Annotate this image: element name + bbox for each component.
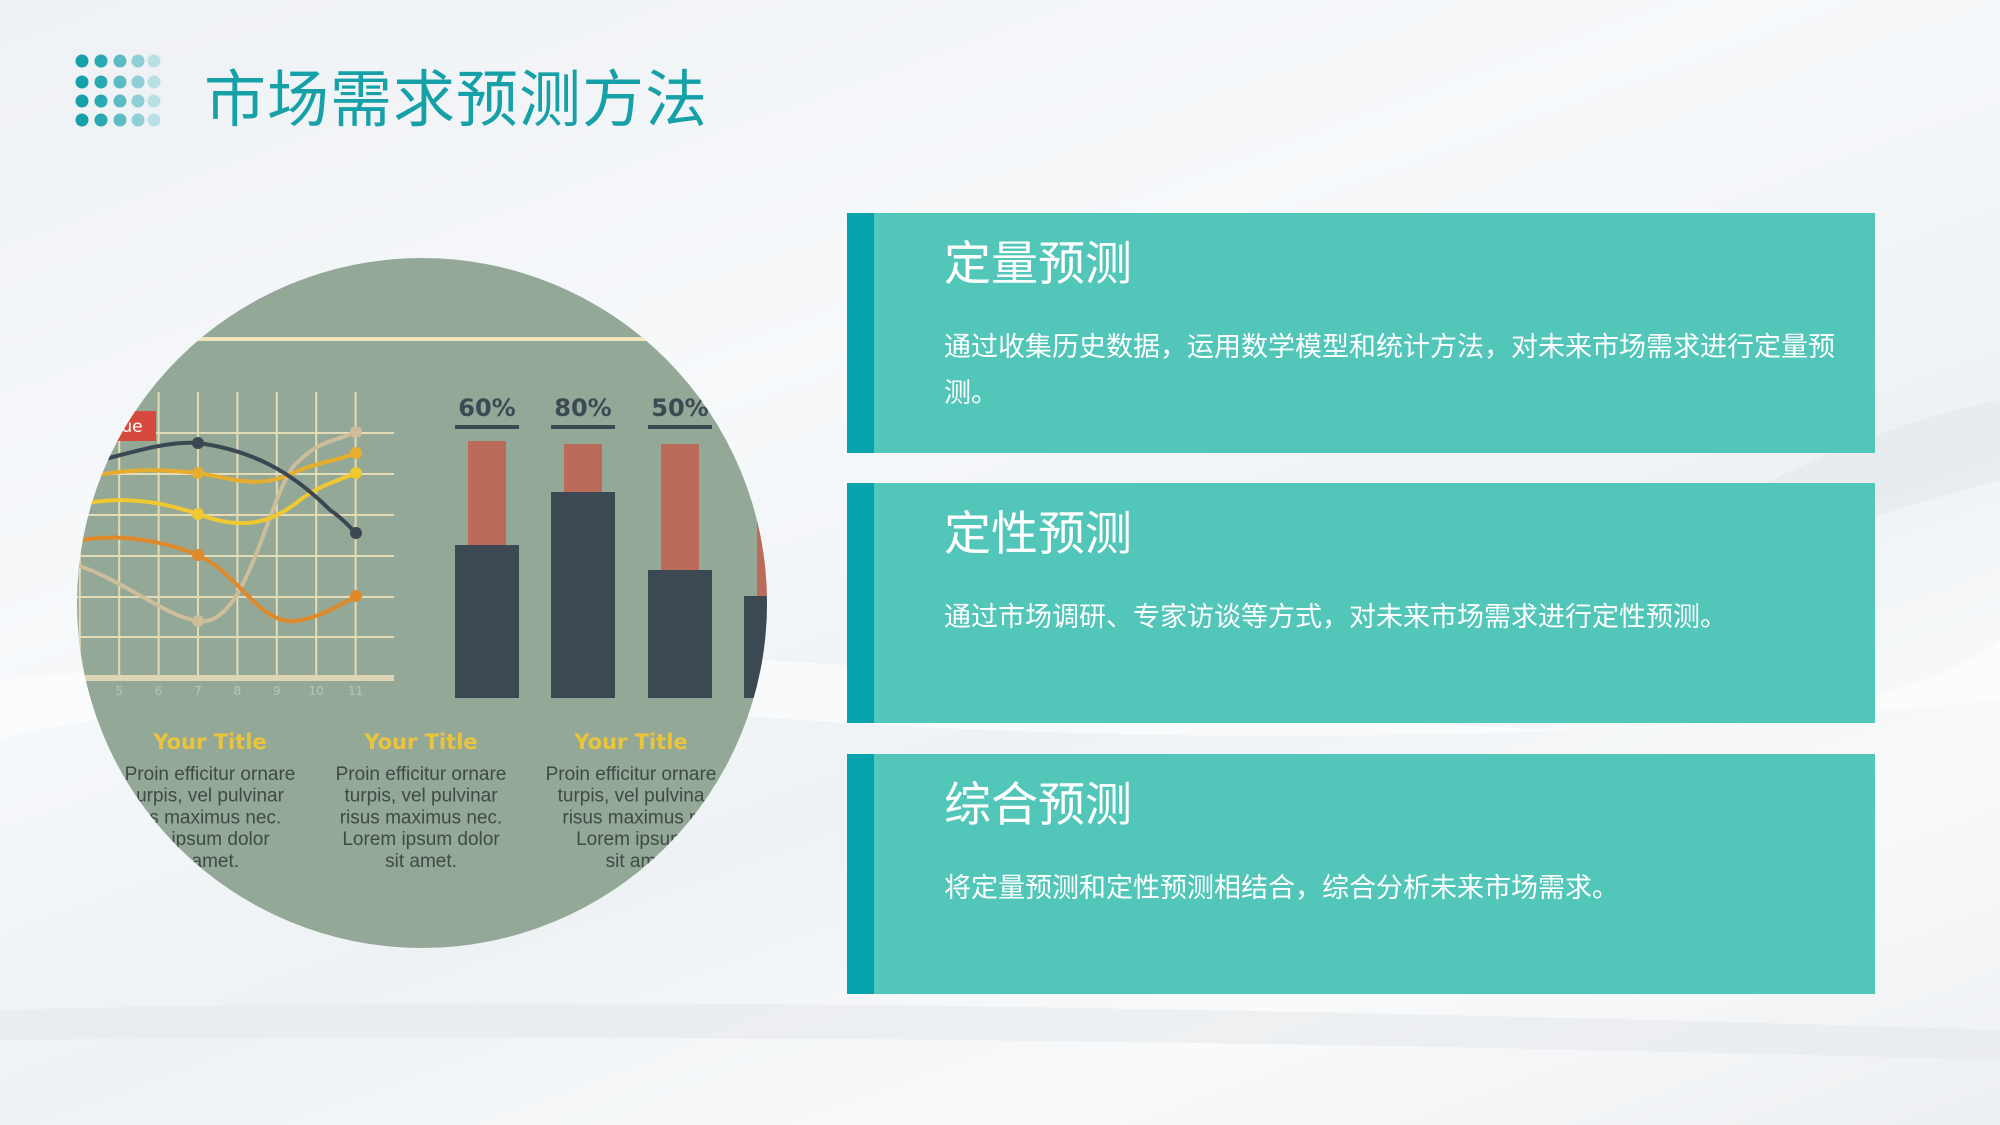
x-tick-label: 10 bbox=[309, 684, 324, 698]
dot bbox=[131, 94, 145, 108]
dot bbox=[94, 94, 108, 108]
bar-percent-label: 50% bbox=[651, 394, 708, 422]
column-text-line: risus maximus n bbox=[562, 807, 699, 828]
bar-percent-label: 60% bbox=[458, 394, 515, 422]
x-axis bbox=[77, 675, 394, 681]
column-text-line: turpis, vel pulvinar bbox=[344, 786, 498, 807]
dot bbox=[75, 94, 89, 108]
card-body: 通过市场调研、专家访谈等方式，对未来市场需求进行定性预测。 bbox=[944, 602, 1727, 633]
data-point bbox=[350, 467, 362, 479]
bar-top-segment bbox=[564, 444, 602, 492]
card-title: 定量预测 bbox=[944, 237, 1132, 292]
column-text-line: Lorem ipsum bbox=[576, 829, 686, 850]
card-qualitative: 定性预测 通过市场调研、专家访谈等方式，对未来市场需求进行定性预测。 bbox=[847, 483, 1875, 723]
x-tick-label: 11 bbox=[348, 684, 363, 698]
series-line bbox=[77, 440, 358, 535]
card-accent-strip bbox=[847, 483, 874, 723]
column-text-line: sit amet. bbox=[385, 851, 457, 872]
bar-percent-label: 80% bbox=[554, 394, 611, 422]
dot bbox=[113, 94, 127, 108]
bar-label-underline bbox=[455, 425, 519, 429]
card-title: 综合预测 bbox=[944, 778, 1132, 833]
dot bbox=[147, 75, 161, 89]
series-line bbox=[77, 535, 357, 624]
column-text-line: sit am bbox=[606, 851, 657, 872]
card-accent-strip bbox=[847, 213, 874, 453]
x-tick-label: 6 bbox=[155, 684, 163, 698]
card-body: 通过收集历史数据，运用数学模型和统计方法，对未来市场需求进行定量预测。 bbox=[944, 332, 1835, 409]
bar bbox=[455, 545, 519, 698]
card-quantitative: 定量预测 通过收集历史数据，运用数学模型和统计方法，对未来市场需求进行定量预测。 bbox=[847, 213, 1875, 453]
dot bbox=[75, 54, 89, 68]
dot bbox=[113, 113, 127, 127]
series-line bbox=[77, 471, 357, 526]
dot bbox=[113, 75, 127, 89]
column-text-line: urpis, vel pulvinar bbox=[136, 786, 285, 807]
bar bbox=[744, 596, 767, 698]
column-text-line: us maximus nec. bbox=[139, 807, 282, 828]
bar-top-segment bbox=[661, 444, 699, 570]
dot bbox=[94, 54, 108, 68]
card-combined: 综合预测 将定量预测和定性预测相结合，综合分析未来市场需求。 bbox=[847, 754, 1875, 994]
data-point bbox=[192, 467, 204, 479]
bar-top-segment bbox=[757, 500, 767, 596]
column-text-line: Proin efficitur ornare bbox=[546, 764, 717, 785]
page-title: 市场需求预测方法 bbox=[204, 63, 709, 136]
dot bbox=[131, 54, 145, 68]
chart-illustration-image: ue 5 6 7 8 9 10 11 60% 80% 50% Your Title Proin e… bbox=[77, 258, 767, 948]
decorative-dots-icon bbox=[75, 54, 161, 127]
x-tick-label: 9 bbox=[273, 684, 281, 698]
dot bbox=[113, 54, 127, 68]
dot bbox=[131, 75, 145, 89]
dot bbox=[94, 113, 108, 127]
data-point bbox=[350, 590, 362, 602]
data-point bbox=[192, 549, 204, 561]
dot bbox=[147, 94, 161, 108]
column-text-line: Lorem ipsum dolor bbox=[342, 829, 500, 850]
dot bbox=[94, 75, 108, 89]
column-text-line: risus maximus nec. bbox=[340, 807, 503, 828]
data-point bbox=[192, 615, 204, 627]
column-text-line: Proin efficitur ornare bbox=[125, 764, 296, 785]
dot bbox=[147, 113, 161, 127]
column-text-line: Proin efficitur ornare bbox=[336, 764, 507, 785]
x-tick-label: 7 bbox=[194, 684, 202, 698]
bar-label-underline bbox=[551, 425, 615, 429]
value-tag-label: ue bbox=[121, 417, 142, 437]
column-title: Your Title bbox=[573, 730, 687, 754]
data-point bbox=[192, 508, 204, 520]
x-tick-label: 5 bbox=[115, 684, 123, 698]
bar bbox=[648, 570, 712, 698]
column-text-line: t amet. bbox=[181, 851, 239, 872]
card-title: 定性预测 bbox=[944, 507, 1132, 562]
column-title: Your Title bbox=[152, 730, 266, 754]
data-point bbox=[192, 437, 204, 449]
bar bbox=[551, 492, 615, 698]
column-text-line: m ipsum dolor bbox=[150, 829, 270, 850]
card-accent-strip bbox=[847, 754, 874, 994]
data-point bbox=[350, 447, 362, 459]
dot bbox=[131, 113, 145, 127]
column-text-line: turpis, vel pulvina bbox=[558, 786, 705, 807]
bar-label-underline bbox=[648, 425, 712, 429]
data-point bbox=[350, 426, 362, 438]
x-tick-label: 8 bbox=[234, 684, 242, 698]
card-body: 将定量预测和定性预测相结合，综合分析未来市场需求。 bbox=[944, 873, 1619, 904]
dot bbox=[147, 54, 161, 68]
dot bbox=[75, 113, 89, 127]
data-point bbox=[350, 527, 362, 539]
column-title: Your Title bbox=[363, 730, 477, 754]
bar-top-segment bbox=[468, 441, 506, 545]
series-line bbox=[77, 451, 357, 487]
series-line bbox=[77, 430, 357, 624]
dot bbox=[75, 75, 89, 89]
